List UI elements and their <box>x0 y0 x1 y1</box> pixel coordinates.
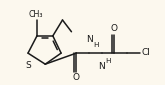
Text: H: H <box>93 42 99 48</box>
Text: O: O <box>111 24 118 33</box>
Text: Cl: Cl <box>141 48 150 57</box>
Text: O: O <box>73 73 80 82</box>
Text: N: N <box>99 62 105 71</box>
Text: CH₃: CH₃ <box>28 10 43 19</box>
Text: N: N <box>86 35 93 44</box>
Text: S: S <box>25 61 31 70</box>
Text: H: H <box>106 58 111 64</box>
